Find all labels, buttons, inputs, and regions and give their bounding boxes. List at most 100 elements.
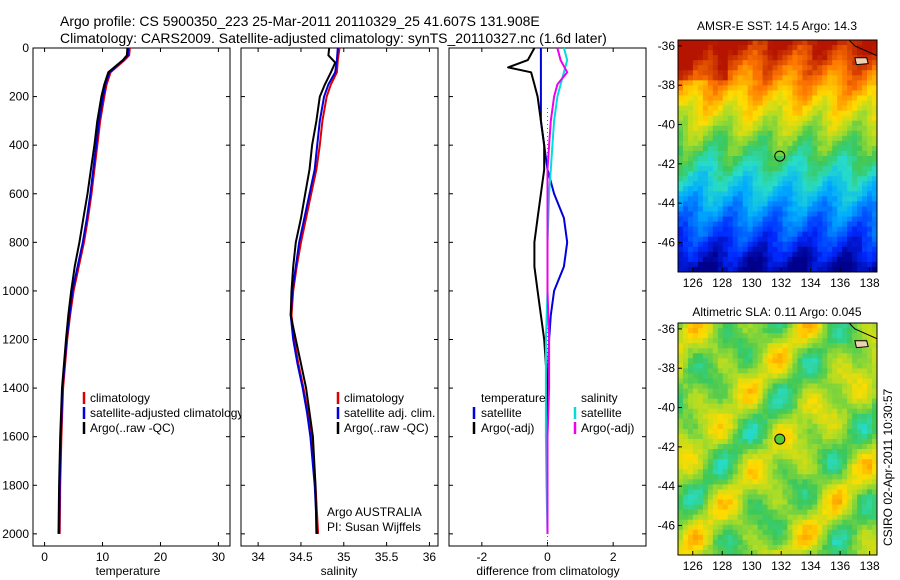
map-cell <box>767 150 773 157</box>
map-cell <box>687 206 694 212</box>
map-cell <box>862 439 868 445</box>
legend-label-argo: Argo(..raw -QC) <box>344 421 429 435</box>
map-cell <box>687 251 694 258</box>
map-cell <box>767 383 773 389</box>
map-cell <box>682 388 689 395</box>
map-cell <box>832 499 838 505</box>
map-cell <box>712 449 719 455</box>
map-cell <box>802 519 808 526</box>
map-cell <box>827 494 833 500</box>
map-cell <box>837 353 843 359</box>
map-cell <box>822 90 828 96</box>
map-cell <box>862 428 868 435</box>
map-cell <box>702 479 709 485</box>
x-tick-label: 35.5 <box>375 550 399 564</box>
map-cell <box>757 201 763 207</box>
map-cell <box>782 256 788 263</box>
map-cell <box>692 328 699 334</box>
map-cell <box>692 504 699 511</box>
map-cell <box>792 95 798 101</box>
map-cell <box>807 338 813 344</box>
map-cell <box>757 216 763 222</box>
map-cell <box>817 256 823 263</box>
map-cell <box>832 110 838 117</box>
map-cell <box>862 145 868 152</box>
map-cell <box>857 50 863 56</box>
map-cell <box>678 479 684 485</box>
map-cell <box>827 368 833 374</box>
map-cell <box>802 216 808 222</box>
map-cell <box>757 186 763 192</box>
map-cell <box>742 428 749 435</box>
map-cell <box>817 343 823 349</box>
map-cell <box>707 423 714 430</box>
map-cell <box>827 156 833 162</box>
map-cell <box>697 459 704 465</box>
map-cell <box>777 95 783 101</box>
map-cell <box>867 449 873 455</box>
map-cell <box>702 60 709 66</box>
map-cell <box>692 484 699 490</box>
map-cell <box>842 338 848 344</box>
map-cell <box>772 454 778 460</box>
map-cell <box>707 328 714 334</box>
map-cell <box>812 333 818 339</box>
map-cell <box>732 529 739 536</box>
map-cell <box>807 171 813 177</box>
map-cell <box>742 105 749 112</box>
map-cell <box>702 45 709 51</box>
map-cell <box>807 241 813 248</box>
map-cell <box>862 130 868 137</box>
map-cell <box>777 236 783 243</box>
map-cell <box>692 423 699 430</box>
map-cell <box>827 544 833 551</box>
map-cell <box>687 323 694 329</box>
map-cell <box>737 251 744 258</box>
map-cell <box>862 115 868 122</box>
map-cell <box>872 393 878 400</box>
map-cell <box>812 539 818 546</box>
map-cell <box>867 469 873 475</box>
map-cell <box>807 105 813 112</box>
map-cell <box>727 75 734 81</box>
map-cell <box>822 70 828 76</box>
map-cell <box>762 211 768 217</box>
map-cell <box>787 120 793 127</box>
map-cell <box>852 236 858 243</box>
map-cell <box>757 444 763 450</box>
map-cell <box>712 353 719 359</box>
map-cell <box>752 145 759 152</box>
map-cell <box>832 256 838 263</box>
map-cell <box>837 221 843 228</box>
map-cell <box>822 261 828 268</box>
map-cell <box>747 196 754 202</box>
map-cell <box>747 70 754 76</box>
map-cell <box>717 251 724 258</box>
map-cell <box>682 105 689 112</box>
map-cell <box>837 423 843 430</box>
map-cell <box>712 469 719 475</box>
map-cell <box>787 60 793 66</box>
map-cell <box>812 80 818 86</box>
map-cell <box>837 226 843 233</box>
map-cell <box>797 418 803 425</box>
map-cell <box>767 256 773 263</box>
map-cell <box>817 474 823 480</box>
map-cell <box>782 489 788 495</box>
map-cell <box>837 95 843 101</box>
map-cell <box>857 266 863 273</box>
map-cell <box>682 40 689 46</box>
map-cell <box>752 403 759 410</box>
map-cell <box>707 226 714 233</box>
map-cell <box>717 504 724 511</box>
map-cell <box>847 363 853 369</box>
map-cell <box>812 231 818 238</box>
map-cell <box>762 499 768 505</box>
map-cell <box>762 186 768 192</box>
map-cell <box>697 494 704 500</box>
map-cell <box>872 85 878 91</box>
map-cell <box>682 181 689 187</box>
map-cell <box>717 368 724 374</box>
map-cell <box>742 433 749 440</box>
map-cell <box>862 80 868 86</box>
